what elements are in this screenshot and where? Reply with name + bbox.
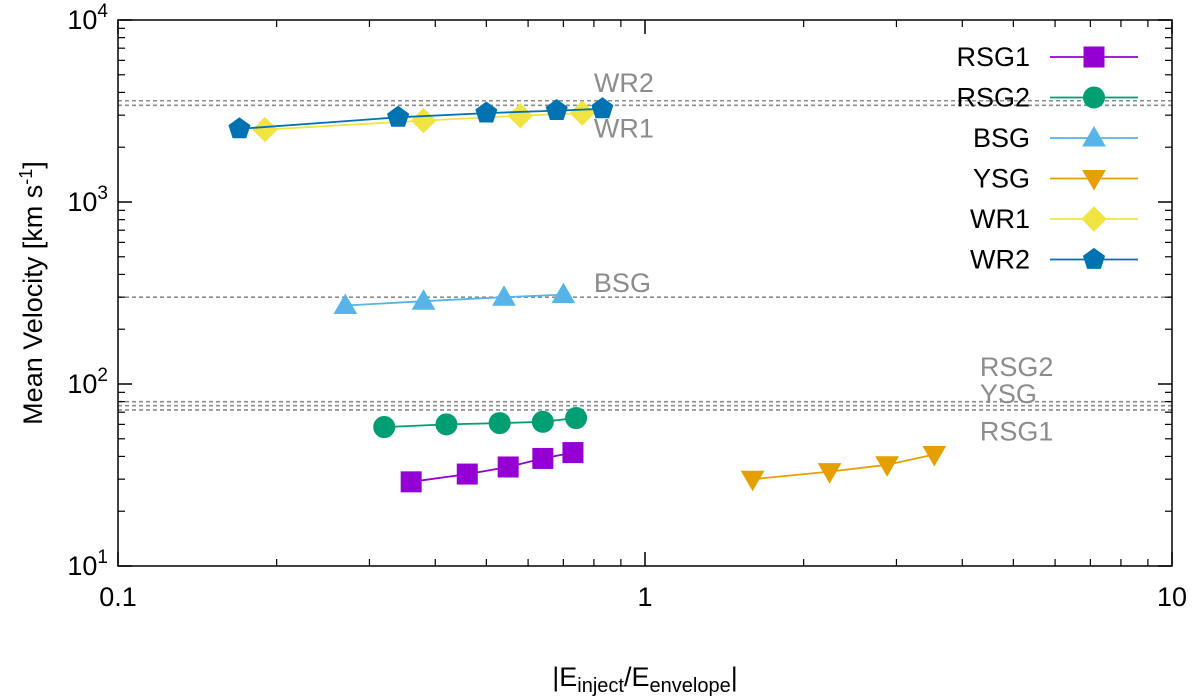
data-point-rsg1-1 — [400, 471, 422, 493]
x-axis-title: |Einject/Eenvelope| — [552, 662, 737, 697]
data-point-bsg-3 — [492, 285, 516, 306]
data-point-rsg2-4 — [531, 410, 554, 433]
y-tick-label: 102 — [67, 365, 108, 399]
data-point-bsg-2 — [411, 289, 436, 310]
data-point-wr1-1 — [252, 116, 278, 143]
data-point-ysg-1 — [740, 470, 765, 492]
series-line-bsg — [345, 293, 564, 307]
data-point-rsg1-4 — [532, 447, 554, 469]
legend-entry-bsg: BSG — [973, 123, 1138, 153]
legend-entry-rsg2: RSG2 — [956, 83, 1138, 113]
legend-label-rsg1: RSG1 — [956, 42, 1030, 72]
data-point-rsg1-5 — [562, 442, 584, 464]
data-point-rsg2-5 — [565, 407, 588, 430]
data-point-rsg2-3 — [488, 412, 511, 435]
data-point-wr2-5 — [591, 97, 614, 119]
legend-marker-rsg1 — [1083, 46, 1105, 68]
legend-entry-wr2: WR2 — [970, 245, 1138, 275]
legend: RSG1 RSG2 BSG YSG WR1 WR2 — [956, 42, 1138, 275]
data-point-wr2-4 — [545, 98, 568, 120]
series-ysg — [740, 446, 947, 492]
legend-marker-ysg — [1082, 170, 1106, 191]
legend-label-bsg: BSG — [973, 123, 1030, 153]
legend-label-wr1: WR1 — [970, 204, 1030, 234]
legend-label-rsg2: RSG2 — [956, 83, 1030, 113]
data-point-ysg-3 — [875, 456, 899, 477]
legend-entry-ysg: YSG — [973, 164, 1138, 194]
legend-marker-wr1 — [1081, 206, 1107, 232]
reference-label-ysg: YSG — [980, 379, 1037, 409]
data-point-wr2-3 — [475, 101, 498, 123]
y-tick-label: 103 — [67, 183, 108, 217]
reference-label-wr2: WR2 — [594, 68, 654, 98]
axis-ticks: 0.1 1 10 101 102 103 104 — [67, 1, 1187, 612]
data-point-bsg-4 — [551, 282, 576, 304]
legend-entry-wr1: WR1 — [970, 204, 1138, 234]
data-point-ysg-2 — [817, 463, 842, 484]
series-wr1 — [252, 100, 595, 143]
data-point-rsg1-2 — [456, 463, 478, 485]
data-series — [228, 97, 947, 493]
reference-label-rsg1: RSG1 — [980, 416, 1054, 446]
data-point-wr1-2 — [410, 107, 437, 134]
series-wr2 — [228, 97, 614, 139]
data-point-wr2-2 — [387, 105, 410, 127]
data-point-ysg-4 — [922, 446, 947, 467]
x-tick-label: 1 — [637, 582, 652, 612]
y-tick-label: 101 — [67, 547, 108, 581]
data-point-wr1-3 — [507, 102, 534, 129]
y-axis-title: Mean Velocity [km s-1] — [16, 161, 48, 425]
legend-marker-wr2 — [1082, 247, 1106, 269]
legend-entry-rsg1: RSG1 — [956, 42, 1138, 72]
data-point-rsg2-1 — [373, 416, 396, 439]
y-tick-label: 104 — [67, 1, 108, 35]
x-tick-label: 0.1 — [99, 582, 137, 612]
data-point-wr2-1 — [228, 117, 251, 139]
x-tick-label: 10 — [1157, 582, 1187, 612]
reference-label-rsg2: RSG2 — [980, 352, 1054, 382]
data-point-bsg-1 — [333, 293, 358, 314]
legend-label-ysg: YSG — [973, 164, 1030, 194]
series-rsg1 — [400, 442, 584, 493]
data-point-rsg2-2 — [435, 413, 458, 436]
legend-marker-bsg — [1082, 126, 1106, 147]
series-rsg2 — [373, 407, 588, 439]
data-point-rsg1-3 — [497, 456, 519, 478]
reference-label-bsg: BSG — [594, 268, 651, 298]
reference-label-wr1: WR1 — [594, 114, 654, 144]
legend-marker-rsg2 — [1083, 86, 1105, 109]
legend-label-wr2: WR2 — [970, 245, 1030, 275]
series-line-ysg — [752, 453, 935, 481]
series-bsg — [333, 282, 576, 314]
